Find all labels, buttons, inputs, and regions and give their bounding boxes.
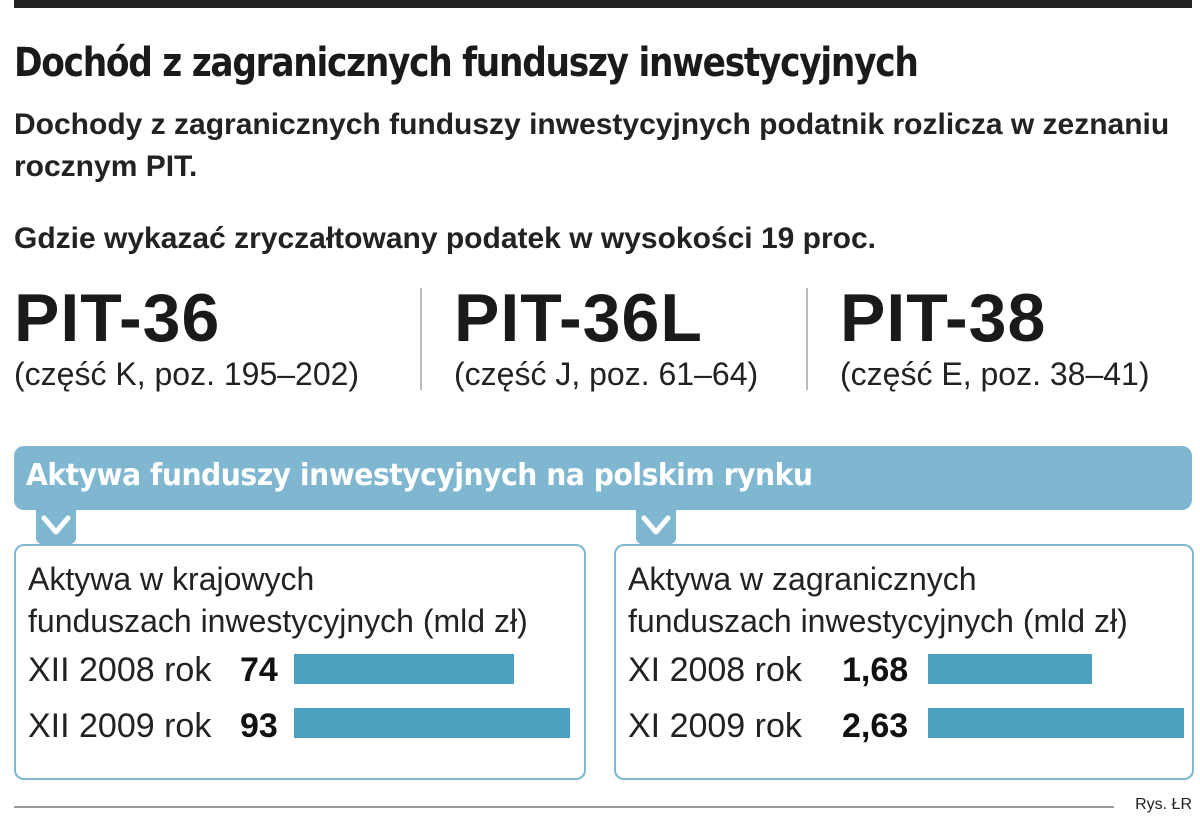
- banner-title: Aktywa funduszy inwestycyjnych na polski…: [26, 458, 813, 493]
- form-divider: [420, 288, 422, 390]
- chart-title-line: Aktywa w zagranicznych: [628, 561, 977, 597]
- chart-title-line: funduszach inwestycyjnych (mld zł): [28, 603, 528, 639]
- form-detail: (część K, poz. 195–202): [14, 356, 360, 392]
- page-subtitle: Dochody z zagranicznych funduszy inwesty…: [14, 108, 1170, 183]
- value-label: 2,63: [842, 707, 909, 745]
- chart-title: Aktywa w krajowych funduszach inwestycyj…: [28, 558, 528, 642]
- form-detail: (część E, poz. 38–41): [840, 356, 1150, 392]
- form-detail: (część J, poz. 61–64): [454, 356, 759, 392]
- category-label: XI 2008 rok: [628, 651, 802, 689]
- bar-foreign-2008: [928, 654, 1092, 684]
- value-label: 1,68: [842, 651, 909, 689]
- form-name: PIT-36: [14, 280, 221, 356]
- form-divider: [806, 288, 808, 390]
- section-banner: Aktywa funduszy inwestycyjnych na polski…: [14, 446, 1192, 510]
- chart-domestic-funds: Aktywa w krajowych funduszach inwestycyj…: [14, 544, 586, 780]
- bar-domestic-2009: [294, 708, 570, 738]
- chart-title: Aktywa w zagranicznych funduszach inwest…: [628, 558, 1128, 642]
- form-pit-38: PIT-38 (część E, poz. 38–41): [840, 282, 1149, 394]
- tax-question: Gdzie wykazać zryczałtowany podatek w wy…: [14, 222, 877, 255]
- bar-foreign-2009: [928, 708, 1184, 738]
- category-label: XII 2008 rok: [28, 651, 212, 689]
- value-label: 93: [240, 707, 278, 745]
- graphic-credit: Rys. ŁR: [1135, 796, 1192, 813]
- bottom-rule: [14, 806, 1114, 808]
- form-pit-36: PIT-36 (część K, poz. 195–202): [14, 282, 359, 394]
- form-name: PIT-36L: [454, 280, 703, 356]
- form-name: PIT-38: [840, 280, 1047, 356]
- chevron-down-icon: [636, 510, 676, 544]
- chart-foreign-funds: Aktywa w zagranicznych funduszach inwest…: [614, 544, 1194, 780]
- category-label: XII 2009 rok: [28, 707, 212, 745]
- chart-title-line: Aktywa w krajowych: [28, 561, 315, 597]
- form-pit-36l: PIT-36L (część J, poz. 61–64): [454, 282, 758, 394]
- bar-domestic-2008: [294, 654, 514, 684]
- value-label: 74: [240, 651, 278, 689]
- category-label: XI 2009 rok: [628, 707, 802, 745]
- chart-title-line: funduszach inwestycyjnych (mld zł): [628, 603, 1128, 639]
- chevron-down-icon: [36, 510, 76, 544]
- top-rule: [14, 0, 1192, 8]
- page-title: Dochód z zagranicznych funduszy inwestyc…: [14, 40, 919, 86]
